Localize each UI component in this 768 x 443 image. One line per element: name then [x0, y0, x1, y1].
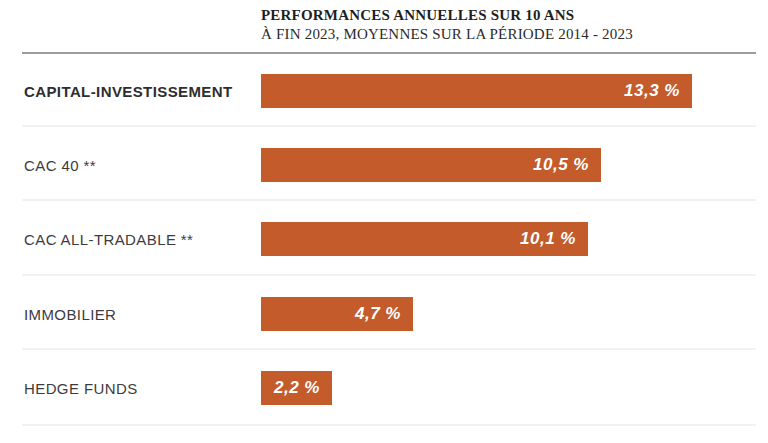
chart-row-cac-all-tradable: CAC ALL-TRADABLE ** 10,1 %	[0, 222, 768, 256]
bar-value-label: 2,2 %	[274, 378, 320, 398]
chart-title: PERFORMANCES ANNUELLES SUR 10 ANS	[261, 6, 633, 25]
row-separator	[22, 274, 756, 276]
bar: 4,7 %	[261, 297, 413, 331]
bar-value-label: 4,7 %	[355, 304, 401, 324]
row-label: IMMOBILIER	[24, 306, 116, 323]
chart-row-hedge-funds: HEDGE FUNDS 2,2 %	[0, 371, 768, 405]
bar-value-label: 10,1 %	[520, 229, 576, 249]
bar: 10,5 %	[261, 148, 601, 182]
row-label: CAC 40 **	[24, 157, 96, 174]
performance-bar-chart: PERFORMANCES ANNUELLES SUR 10 ANS À FIN …	[0, 0, 768, 443]
header-divider	[22, 52, 756, 54]
chart-header: PERFORMANCES ANNUELLES SUR 10 ANS À FIN …	[261, 6, 633, 43]
row-label: CAC ALL-TRADABLE **	[24, 231, 193, 248]
row-separator	[22, 348, 756, 350]
row-separator	[22, 424, 756, 426]
chart-row-capital-investissement: CAPITAL-INVESTISSEMENT 13,3 %	[0, 74, 768, 108]
bar: 10,1 %	[261, 222, 588, 256]
chart-row-cac-40: CAC 40 ** 10,5 %	[0, 148, 768, 182]
bar: 13,3 %	[261, 74, 692, 108]
bar: 2,2 %	[261, 371, 332, 405]
row-label: CAPITAL-INVESTISSEMENT	[24, 83, 233, 100]
row-label: HEDGE FUNDS	[24, 380, 138, 397]
row-separator	[22, 125, 756, 127]
row-separator	[22, 199, 756, 201]
chart-subtitle: À FIN 2023, MOYENNES SUR LA PÉRIODE 2014…	[261, 25, 633, 43]
chart-row-immobilier: IMMOBILIER 4,7 %	[0, 297, 768, 331]
bar-value-label: 10,5 %	[533, 155, 589, 175]
bar-value-label: 13,3 %	[624, 81, 680, 101]
